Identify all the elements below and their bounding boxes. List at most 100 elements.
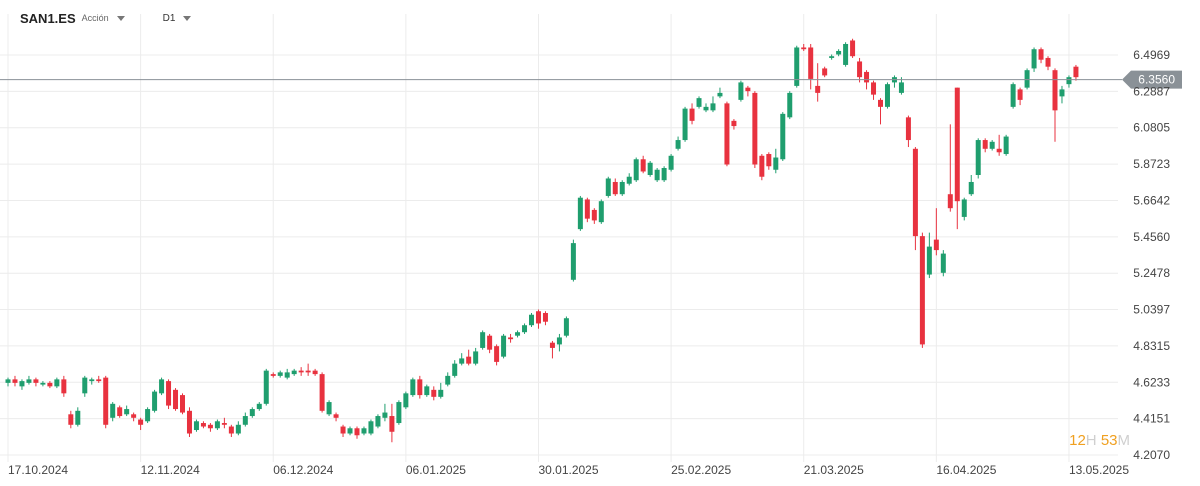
candle-body-up bbox=[326, 402, 332, 415]
countdown-hours: 12 bbox=[1069, 432, 1086, 449]
y-tick-label: 4.6233 bbox=[1133, 375, 1170, 389]
candle-body-down bbox=[103, 377, 109, 425]
candle-countdown: 12H 53M bbox=[1069, 432, 1130, 449]
candle-body-down bbox=[982, 140, 988, 149]
candle-body-up bbox=[675, 140, 681, 149]
y-tick-label: 4.4151 bbox=[1133, 412, 1170, 426]
candle-body-up bbox=[110, 403, 116, 418]
candle-body-down bbox=[996, 148, 1002, 153]
candle-body-down bbox=[221, 423, 227, 425]
candle-body-up bbox=[926, 246, 932, 275]
y-tick-label: 4.8315 bbox=[1133, 339, 1170, 353]
candle-body-down bbox=[431, 389, 437, 397]
candle-body-down bbox=[857, 61, 863, 78]
candle-body-down bbox=[905, 117, 911, 141]
symbol-name[interactable]: SAN1.ES bbox=[20, 10, 76, 26]
instrument-type: Acción bbox=[81, 13, 109, 23]
candle-body-up bbox=[1003, 136, 1009, 155]
candle-body-up bbox=[396, 402, 402, 424]
candle-body-down bbox=[542, 312, 548, 322]
candle-body-down bbox=[312, 370, 318, 375]
candle-body-down bbox=[12, 379, 18, 383]
candle-body-up bbox=[284, 372, 290, 378]
candle-body-up bbox=[26, 379, 32, 383]
candle-body-down bbox=[138, 419, 144, 425]
candle-body-down bbox=[228, 426, 234, 434]
candle-body-down bbox=[1038, 49, 1044, 60]
candle-body-down bbox=[808, 47, 814, 79]
candle-body-up bbox=[438, 389, 444, 397]
candle-body-down bbox=[33, 379, 39, 383]
candle-body-up bbox=[452, 363, 458, 376]
candle-body-up bbox=[152, 391, 158, 411]
x-tick-label: 06.01.2025 bbox=[406, 463, 466, 477]
candle-body-up bbox=[836, 50, 842, 55]
current-price-tag bbox=[1122, 70, 1182, 89]
candle-body-up bbox=[382, 412, 388, 418]
candle-body-up bbox=[794, 47, 800, 86]
candle-body-up bbox=[668, 155, 674, 170]
candle-body-up bbox=[843, 43, 849, 65]
candle-body-up bbox=[563, 318, 569, 336]
candle-body-up bbox=[263, 370, 269, 404]
candle-body-up bbox=[717, 92, 723, 97]
candle-body-up bbox=[403, 393, 409, 408]
candle-body-down bbox=[871, 82, 877, 95]
candle-body-up bbox=[696, 98, 702, 107]
candle-body-up bbox=[654, 169, 660, 181]
candle-body-up bbox=[1031, 49, 1037, 69]
symbol-dropdown-chevron-icon[interactable] bbox=[116, 15, 125, 21]
x-tick-label: 17.10.2024 bbox=[8, 463, 68, 477]
timeframe-dropdown-chevron-icon[interactable] bbox=[183, 15, 192, 21]
candle-body-down bbox=[689, 108, 695, 121]
candle-body-down bbox=[752, 92, 758, 165]
timeframe-selector[interactable]: D1 bbox=[162, 12, 176, 24]
candle-body-down bbox=[319, 374, 325, 411]
current-price-line: 6.3560 bbox=[0, 70, 1182, 89]
candle-body-down bbox=[745, 87, 751, 92]
candle-body-up bbox=[19, 381, 25, 387]
candle-body-down bbox=[801, 47, 807, 50]
candle-body-down bbox=[180, 395, 185, 413]
x-axis-labels: 17.10.2024 12.11.2024 06.12.2024 06.01.2025… bbox=[8, 463, 1129, 477]
candle-body-up bbox=[619, 181, 625, 195]
candle-body-up bbox=[145, 409, 151, 422]
countdown-minutes: 53 bbox=[1100, 432, 1118, 449]
candle-body-up bbox=[75, 410, 81, 425]
candle-body-up bbox=[570, 243, 576, 280]
candle-body-up bbox=[242, 416, 248, 425]
candle-body-down bbox=[1045, 57, 1051, 67]
candle-body-up bbox=[661, 168, 667, 181]
candle-body-down bbox=[207, 424, 213, 429]
candle-body-up bbox=[124, 409, 130, 415]
candle-body-down bbox=[919, 236, 925, 345]
candle-body-down bbox=[591, 209, 597, 221]
candle-body-up bbox=[459, 358, 465, 364]
candle-body-up bbox=[5, 379, 11, 383]
candle-body-up bbox=[424, 386, 430, 396]
candle-body-up bbox=[884, 84, 890, 107]
candle-body-down bbox=[354, 428, 360, 436]
candle-body-down bbox=[1017, 89, 1023, 100]
candle-body-down bbox=[270, 374, 276, 376]
candle-body-down bbox=[487, 335, 493, 350]
candle-body-up bbox=[556, 337, 562, 345]
candle-body-up bbox=[1066, 77, 1072, 85]
candle-body-down bbox=[912, 148, 918, 237]
candle-body-up bbox=[410, 379, 416, 396]
y-tick-label: 6.4969 bbox=[1133, 48, 1170, 62]
candle-body-down bbox=[724, 103, 730, 165]
candle-body-up bbox=[368, 421, 374, 434]
y-axis-labels: 6.4969 6.2887 6.0805 5.8723 5.6642 5.4560 5.24… bbox=[1133, 48, 1170, 462]
candle-body-down bbox=[298, 370, 304, 373]
candle-body-down bbox=[1052, 70, 1058, 111]
candle-body-up bbox=[473, 351, 479, 364]
candle-body-up bbox=[633, 159, 639, 181]
candle-body-down bbox=[612, 181, 618, 195]
candle-body-up bbox=[940, 253, 946, 273]
candle-body-up bbox=[82, 377, 88, 394]
y-tick-label: 4.2070 bbox=[1133, 448, 1170, 462]
candle-body-down bbox=[947, 194, 953, 209]
candle-body-up bbox=[682, 108, 688, 141]
